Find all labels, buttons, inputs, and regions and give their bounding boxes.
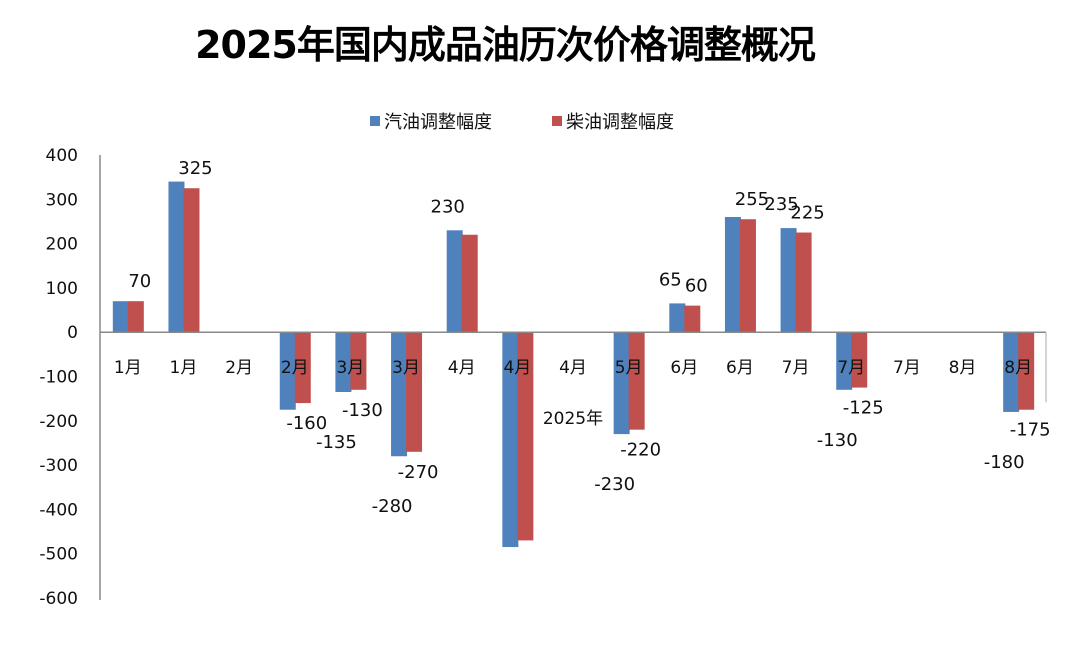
data-label-diesel: -270 xyxy=(398,462,439,483)
bar-gasoline xyxy=(112,301,129,333)
x-tick-label: 2月 xyxy=(225,358,253,378)
y-tick-label: -400 xyxy=(39,500,78,520)
bar-diesel xyxy=(127,301,144,333)
legend-swatch-diesel xyxy=(552,116,562,126)
y-tick-label: -300 xyxy=(39,456,78,476)
x-tick-label: 4月 xyxy=(503,358,531,378)
data-label-gasoline: -135 xyxy=(316,432,357,453)
data-label-gasoline: -230 xyxy=(594,474,635,495)
chart-title: 2025年国内成品油历次价格调整概况 xyxy=(195,23,816,67)
x-tick-label: 7月 xyxy=(837,358,865,378)
bar-diesel xyxy=(795,232,812,333)
data-label-gasoline: 230 xyxy=(431,196,465,217)
data-label-gasoline: -280 xyxy=(372,496,413,517)
bar-diesel xyxy=(406,332,423,452)
bar-gasoline xyxy=(168,181,185,333)
data-label-gasoline: 65 xyxy=(659,269,682,290)
data-label-diesel: 225 xyxy=(790,203,824,224)
bar-gasoline xyxy=(446,230,463,333)
x-tick-label: 6月 xyxy=(670,358,698,378)
y-tick-label: 200 xyxy=(46,235,78,255)
legend: 汽油调整幅度 柴油调整幅度 xyxy=(370,108,674,134)
data-label-diesel: -175 xyxy=(1010,420,1051,441)
legend-item-gasoline: 汽油调整幅度 xyxy=(370,108,492,134)
legend-swatch-gasoline xyxy=(370,116,380,126)
data-label-diesel: -220 xyxy=(620,440,661,461)
x-tick-label: 5月 xyxy=(615,358,643,378)
data-label-gasoline: -180 xyxy=(984,452,1025,473)
data-label-diesel: 70 xyxy=(128,271,151,292)
data-label-diesel: 325 xyxy=(178,158,212,179)
bar-gasoline xyxy=(335,332,352,393)
y-tick-label: -500 xyxy=(39,545,78,565)
x-tick-label: 4月 xyxy=(448,358,476,378)
data-label-diesel: -160 xyxy=(286,413,327,434)
y-tick-label: -200 xyxy=(39,412,78,432)
data-label-diesel: 255 xyxy=(735,189,769,210)
data-label-gasoline: -130 xyxy=(817,430,858,451)
x-tick-label: 4月 xyxy=(559,358,587,378)
x-tick-label: 8月 xyxy=(949,358,977,378)
x-tick-label: 3月 xyxy=(392,358,420,378)
data-label-diesel: 60 xyxy=(685,276,708,297)
bar-diesel xyxy=(851,332,868,388)
y-tick-label: 100 xyxy=(46,279,78,299)
y-tick-label: 400 xyxy=(46,146,78,166)
legend-item-diesel: 柴油调整幅度 xyxy=(552,108,674,134)
bar-gasoline xyxy=(669,303,686,333)
bar-gasoline xyxy=(836,332,853,390)
x-tick-label: 3月 xyxy=(336,358,364,378)
bar-diesel xyxy=(628,332,645,430)
bar-gasoline xyxy=(502,332,519,548)
bar-gasoline xyxy=(1003,332,1020,412)
annotation-label: 2025年 xyxy=(543,409,603,429)
bar-diesel xyxy=(517,332,534,541)
bar-diesel xyxy=(461,234,478,333)
x-tick-label: 2月 xyxy=(281,358,309,378)
data-label-gasoline: 235 xyxy=(764,194,798,215)
bar-gasoline xyxy=(780,228,797,333)
y-tick-label: 300 xyxy=(46,190,78,210)
x-tick-label: 7月 xyxy=(782,358,810,378)
bar-diesel xyxy=(350,332,367,390)
legend-label-diesel: 柴油调整幅度 xyxy=(566,112,674,133)
bar-gasoline xyxy=(613,332,630,435)
x-tick-label: 8月 xyxy=(1004,358,1032,378)
bar-gasoline xyxy=(724,217,741,333)
y-tick-label: 0 xyxy=(67,323,78,343)
x-tick-label: 6月 xyxy=(726,358,754,378)
bar-gasoline xyxy=(391,332,408,457)
bar-gasoline xyxy=(279,332,296,410)
bar-diesel xyxy=(739,219,756,333)
legend-label-gasoline: 汽油调整幅度 xyxy=(384,112,492,133)
bar-diesel xyxy=(183,188,200,333)
y-tick-label: -100 xyxy=(39,368,78,388)
bar-diesel xyxy=(684,305,701,333)
x-tick-label: 1月 xyxy=(170,358,198,378)
y-tick-label: -600 xyxy=(39,589,78,609)
x-tick-label: 1月 xyxy=(114,358,142,378)
bar-diesel xyxy=(1018,332,1035,410)
bar-diesel xyxy=(294,332,311,404)
x-tick-label: 7月 xyxy=(893,358,921,378)
data-label-diesel: -130 xyxy=(342,400,383,421)
data-label-diesel: -125 xyxy=(843,398,884,419)
